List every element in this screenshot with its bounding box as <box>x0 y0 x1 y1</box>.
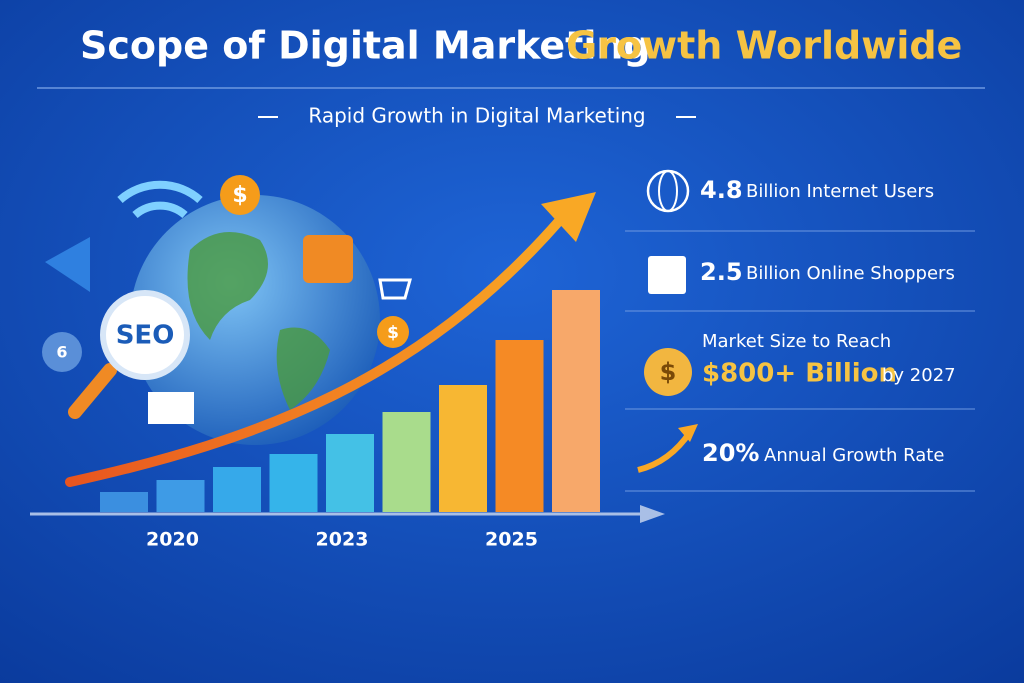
money-bag <box>644 348 692 396</box>
stat-value: 20% <box>702 439 759 467</box>
illustration: $ $ 6 SEO <box>42 175 412 445</box>
bar <box>326 434 374 512</box>
x-tick-label: 2025 <box>485 529 538 551</box>
title-accent: Growth Worldwide <box>566 24 962 68</box>
growth-arrow <box>65 215 565 487</box>
mail-icon <box>148 392 194 424</box>
bar <box>382 412 431 512</box>
x-tick-label: 2023 <box>316 529 369 551</box>
megaphone <box>45 237 90 292</box>
stat-intro: Market Size to Reach <box>702 331 891 352</box>
bar <box>213 467 261 512</box>
title: Scope of Digital Marketing <box>80 24 651 68</box>
stat-label: Billion Internet Users <box>746 181 934 202</box>
coin <box>220 175 260 215</box>
globe-icon <box>658 170 678 212</box>
subtitle: Rapid Growth in Digital Marketing <box>308 104 645 128</box>
x-tick-label: 2020 <box>146 529 199 551</box>
dollar-icon: $ <box>232 183 247 208</box>
stat-value: 2.5 <box>700 258 743 286</box>
gear-label: 6 <box>56 343 67 362</box>
bag-icon <box>648 256 686 294</box>
stat-label: Annual Growth Rate <box>764 445 944 466</box>
bar <box>552 290 600 512</box>
continents <box>187 232 330 410</box>
bar <box>495 340 544 512</box>
stats: 4.8 Billion Internet Users 2.5 Billion O… <box>625 169 975 492</box>
magnifier <box>100 290 190 380</box>
axis-arrow <box>640 505 665 523</box>
stat-value: 4.8 <box>700 176 743 204</box>
seo-label: SEO <box>116 321 175 351</box>
stat-value: $800+ Billion <box>702 359 897 389</box>
coin <box>377 316 409 348</box>
stat-label: by 2027 <box>882 365 956 386</box>
stat-label: Billion Online Shoppers <box>746 263 955 284</box>
wifi-icon <box>117 180 203 219</box>
bar <box>156 480 205 512</box>
bar <box>100 492 148 512</box>
money-bag-label: $ <box>660 358 677 386</box>
gear <box>42 332 82 372</box>
bar <box>439 385 487 512</box>
magnifier-handle <box>68 363 117 419</box>
trend-icon <box>678 424 698 442</box>
dollar-icon: $ <box>387 323 399 343</box>
cart-icon <box>378 278 412 300</box>
like-icon <box>303 235 353 283</box>
growth-arrow-head <box>541 192 596 242</box>
bar <box>269 454 318 512</box>
bar-chart: 2020 2023 2025 <box>100 290 600 551</box>
